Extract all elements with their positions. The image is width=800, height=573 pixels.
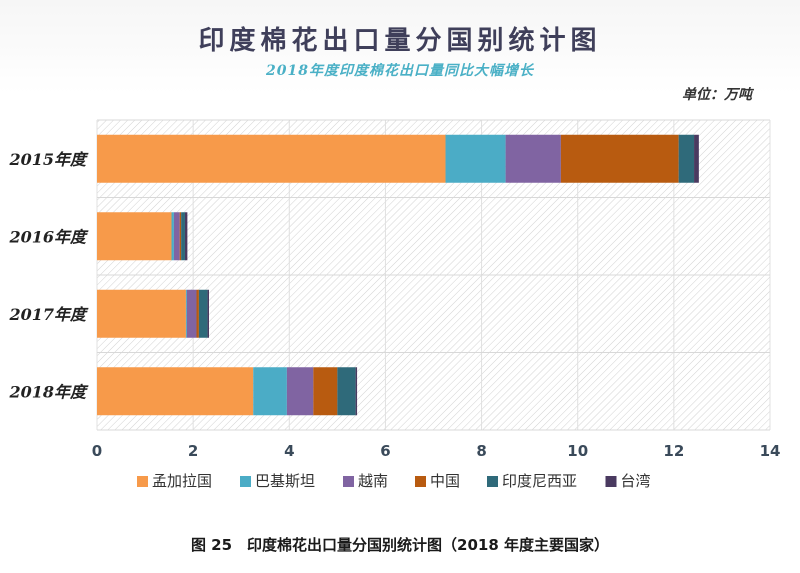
x-tick-label: 10: [567, 442, 588, 460]
bar-segment: [313, 367, 338, 416]
x-tick-label: 14: [760, 442, 781, 460]
bar-segment: [253, 367, 287, 416]
legend-swatch: [240, 476, 251, 487]
legend-label: 台湾: [621, 472, 651, 490]
x-axis-ticks: 0 2 4 6 8 10 12 14: [92, 442, 781, 460]
bar-segment: [678, 134, 695, 183]
y-axis-labels: 2015年度 2016年度 2017年度 2018年度: [8, 150, 89, 402]
x-tick-label: 6: [380, 442, 390, 460]
figure-caption: 图 25 印度棉花出口量分国别统计图（2018 年度主要国家）: [190, 536, 610, 554]
bar-segment: [286, 367, 314, 416]
x-tick-label: 12: [663, 442, 684, 460]
legend-swatch: [605, 476, 617, 487]
bar-segment: [694, 134, 699, 183]
bar-segment: [184, 212, 188, 261]
legend-label: 中国: [430, 472, 460, 490]
x-tick-label: 8: [476, 442, 486, 460]
bar-segment: [181, 212, 185, 261]
bar-segment: [179, 212, 182, 261]
legend: 孟加拉国 巴基斯坦 越南 中国 印度尼西亚 台湾: [137, 472, 651, 490]
unit-label: 单位：万吨: [682, 87, 752, 103]
bar-segment: [185, 289, 187, 338]
bar-segment: [173, 212, 180, 261]
bar-segment: [198, 289, 208, 338]
x-tick-label: 0: [92, 442, 102, 460]
bar-segment: [560, 134, 679, 183]
legend-label: 越南: [358, 472, 388, 490]
bars: [97, 134, 699, 416]
y-tick-label: 2017年度: [8, 305, 89, 324]
bar-segment: [505, 134, 561, 183]
x-tick-label: 2: [188, 442, 198, 460]
legend-label: 孟加拉国: [152, 472, 212, 490]
y-tick-label: 2015年度: [8, 150, 89, 169]
legend-swatch: [415, 476, 426, 487]
chart-subtitle: 2018年度印度棉花出口量同比大幅增长: [266, 63, 534, 79]
legend-label: 巴基斯坦: [255, 472, 315, 490]
y-tick-label: 2018年度: [8, 382, 89, 401]
bar-segment: [196, 289, 199, 338]
y-tick-label: 2016年度: [8, 227, 89, 246]
bar-segment: [97, 212, 172, 261]
bar-segment: [97, 367, 254, 416]
chart-title: 印度棉花出口量分国别统计图: [198, 26, 602, 56]
bar-segment: [97, 134, 446, 183]
legend-label: 印度尼西亚: [502, 472, 577, 490]
legend-swatch: [487, 476, 498, 487]
bar-segment: [171, 212, 174, 261]
bar-segment: [97, 289, 186, 338]
x-tick-label: 4: [284, 442, 294, 460]
legend-swatch: [137, 476, 148, 487]
bar-segment: [207, 289, 210, 338]
bar-segment: [337, 367, 356, 416]
legend-swatch: [343, 476, 354, 487]
bar-segment: [445, 134, 506, 183]
bar-segment: [186, 289, 197, 338]
chart-area: 2015年度 2016年度 2017年度 2018年度 0 2 4 6 8 10 12 14 孟加拉…: [8, 119, 781, 490]
bar-segment: [355, 367, 358, 416]
